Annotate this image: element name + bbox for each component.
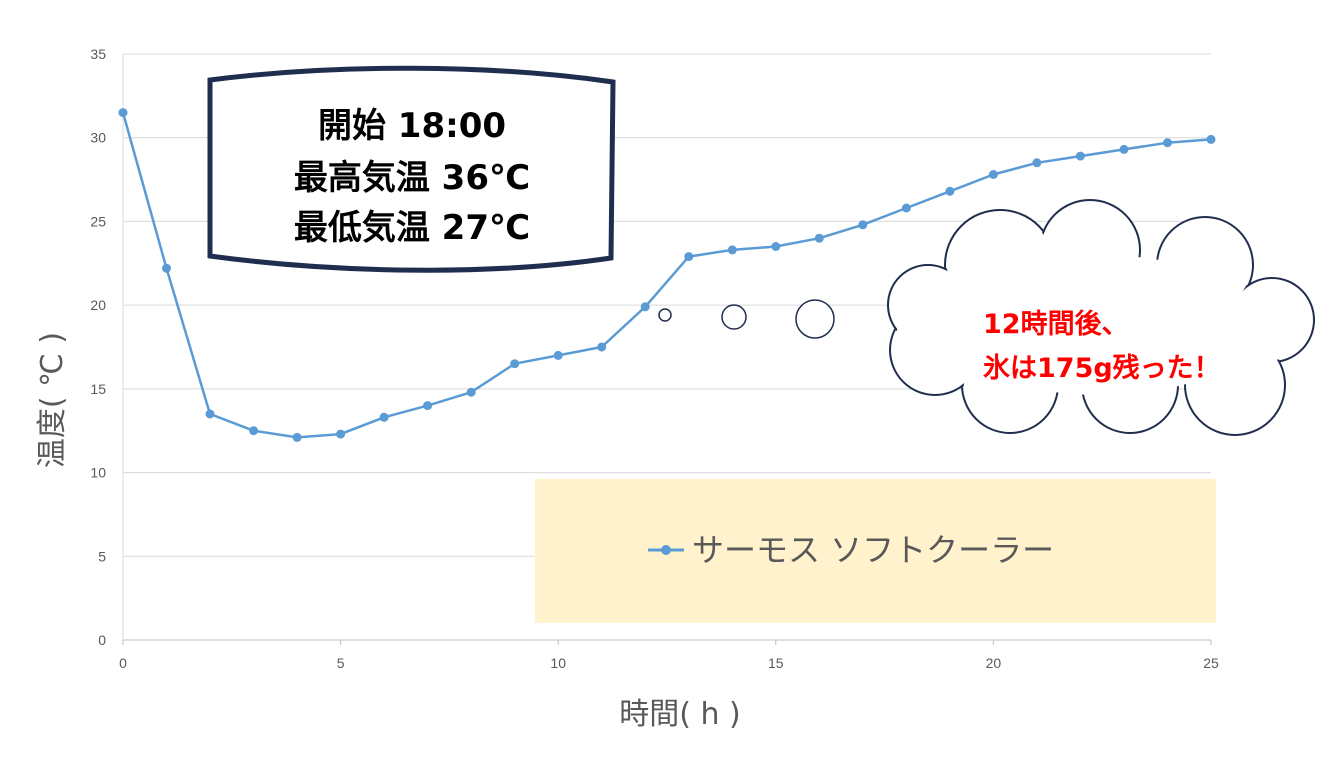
data-point bbox=[1032, 158, 1042, 168]
data-point bbox=[205, 409, 215, 419]
y-tick-label: 35 bbox=[90, 46, 106, 62]
thought-bubble-medium bbox=[721, 304, 747, 330]
y-tick-label: 30 bbox=[90, 130, 106, 146]
info-line-min-temp: 最低気温 27℃ bbox=[294, 208, 530, 248]
data-point bbox=[901, 203, 911, 213]
data-point bbox=[858, 220, 868, 230]
x-axis-title: 時間( h ) bbox=[619, 697, 741, 732]
x-tick-label: 0 bbox=[119, 655, 127, 671]
data-point bbox=[423, 401, 433, 411]
y-tick-label: 15 bbox=[90, 381, 106, 397]
x-tick-label: 25 bbox=[1203, 655, 1219, 671]
cloud-line-2: 氷は175g残った！ bbox=[983, 353, 1221, 384]
x-tick-labels: 0 5 10 15 20 25 bbox=[119, 655, 1219, 671]
legend: サーモス ソフトクーラー bbox=[535, 479, 1216, 623]
data-point bbox=[510, 359, 520, 369]
legend-point-marker bbox=[661, 545, 671, 555]
cloud-line-1: 12時間後、 bbox=[983, 309, 1129, 340]
info-banner-shape bbox=[207, 65, 616, 273]
data-point bbox=[553, 350, 563, 360]
x-tick-label: 15 bbox=[768, 655, 784, 671]
x-tick-label: 5 bbox=[337, 655, 345, 671]
y-tick-label: 10 bbox=[90, 465, 106, 481]
data-point bbox=[640, 302, 650, 312]
series-line bbox=[121, 112, 1212, 439]
x-tick-label: 10 bbox=[550, 655, 566, 671]
data-point bbox=[249, 426, 259, 436]
cloud-fill bbox=[890, 202, 1312, 433]
info-line-max-temp: 最高気温 36℃ bbox=[294, 158, 530, 198]
legend-label: サーモス ソフトクーラー bbox=[692, 531, 1054, 569]
data-point bbox=[1163, 138, 1172, 148]
series-thermos-soft-cooler bbox=[118, 108, 1216, 442]
info-line-start: 開始 18:00 bbox=[318, 106, 506, 146]
data-point bbox=[336, 429, 346, 439]
data-point bbox=[771, 242, 781, 251]
y-tick-label: 0 bbox=[98, 632, 106, 648]
data-point bbox=[1119, 144, 1129, 154]
x-tick-label: 20 bbox=[986, 655, 1002, 671]
y-tick-labels: 0 5 10 15 20 25 30 35 bbox=[90, 46, 106, 648]
y-tick-label: 5 bbox=[98, 548, 106, 564]
data-point bbox=[597, 342, 607, 352]
thought-bubble-large bbox=[795, 299, 835, 339]
data-point bbox=[379, 412, 389, 422]
data-point bbox=[292, 432, 302, 442]
data-point bbox=[684, 252, 694, 262]
thought-bubble-small bbox=[658, 308, 672, 322]
data-point bbox=[466, 387, 476, 397]
y-tick-label: 20 bbox=[90, 297, 106, 313]
y-tick-label: 25 bbox=[90, 213, 106, 229]
data-point bbox=[118, 108, 128, 118]
data-point bbox=[1206, 134, 1216, 144]
cloud-callout: 12時間後、 氷は175g残った！ bbox=[887, 199, 1315, 436]
data-point bbox=[814, 233, 824, 243]
info-banner: 開始 18:00 最高気温 36℃ 最低気温 27℃ bbox=[207, 65, 616, 273]
data-point bbox=[1075, 151, 1085, 161]
data-point bbox=[162, 263, 171, 273]
data-point bbox=[988, 170, 998, 179]
data-point bbox=[727, 245, 737, 255]
thought-bubbles bbox=[658, 299, 835, 339]
data-point bbox=[945, 186, 955, 196]
y-axis-title: 温度( ℃ ) bbox=[35, 332, 70, 468]
